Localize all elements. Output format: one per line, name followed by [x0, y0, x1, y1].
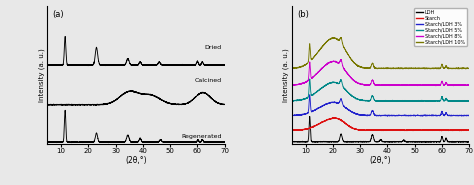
- Text: Regenerated: Regenerated: [182, 134, 222, 139]
- Text: (a): (a): [53, 10, 64, 19]
- Text: Dried: Dried: [205, 45, 222, 50]
- X-axis label: (2θ,°): (2θ,°): [370, 156, 392, 165]
- Text: Calcined: Calcined: [195, 78, 222, 83]
- Y-axis label: Intensity (a. u.): Intensity (a. u.): [38, 48, 45, 102]
- Y-axis label: Intensity (a. u.): Intensity (a. u.): [283, 48, 289, 102]
- Legend: LDH, Starch, Starch/LDH 3%, Starch/LDH 5%, Starch/LDH 8%, Starch/LDH 10%: LDH, Starch, Starch/LDH 3%, Starch/LDH 5…: [414, 8, 467, 46]
- Text: (b): (b): [297, 10, 309, 19]
- X-axis label: (2θ,°): (2θ,°): [125, 156, 147, 165]
